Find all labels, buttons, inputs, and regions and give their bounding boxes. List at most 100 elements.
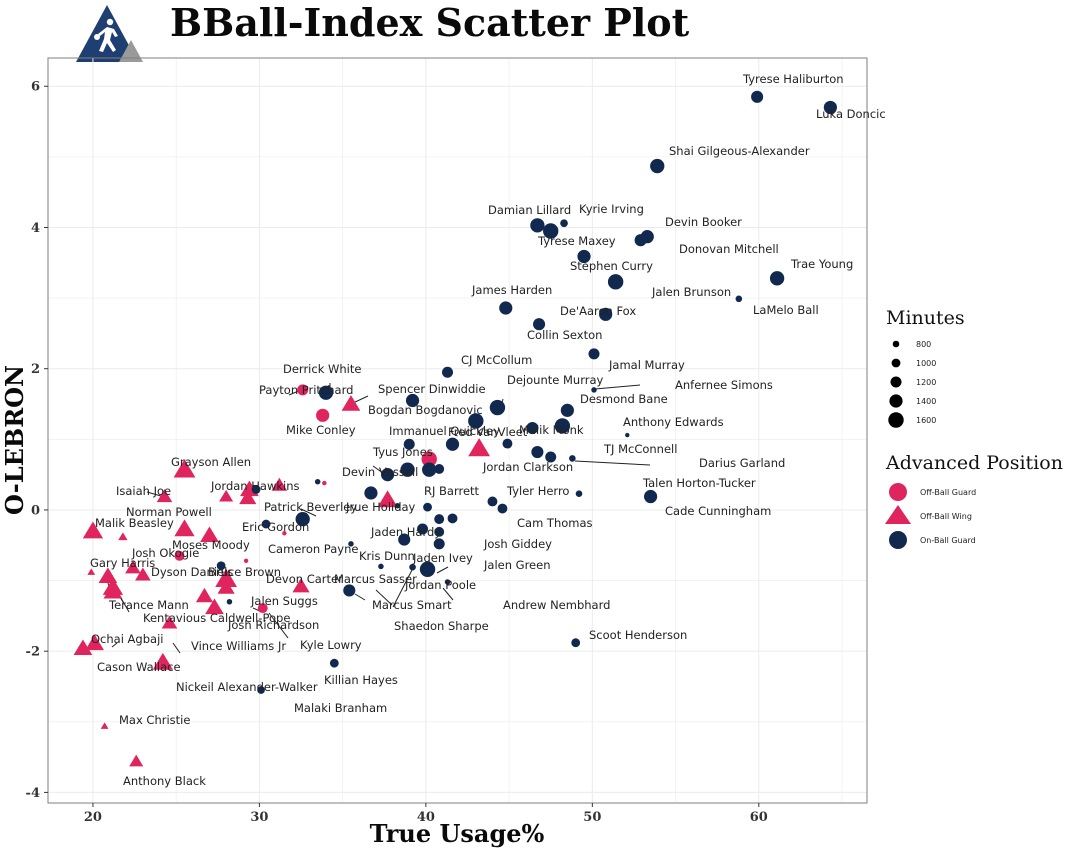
data-point [295, 511, 310, 527]
data-point [364, 486, 378, 500]
legend-size-label: 1200 [916, 378, 936, 387]
point-label: Malaki Branham [294, 701, 387, 715]
data-point [257, 603, 268, 614]
data-point [735, 295, 743, 303]
point-label: Cason Wallace [97, 660, 181, 674]
data-point [751, 90, 764, 103]
leader-line [442, 587, 454, 601]
point-label: Bruce Brown [208, 565, 281, 579]
legend-size-label: 800 [916, 340, 931, 349]
legend-size-label: 1000 [916, 359, 936, 368]
data-point [282, 531, 287, 536]
point-label: Eric Gordon [242, 520, 309, 534]
point-label: Dyson Daniels [151, 565, 233, 579]
leader-line [354, 593, 366, 601]
x-tick-label: 50 [583, 810, 601, 825]
leader-line [574, 460, 651, 466]
y-tick-label: -4 [26, 786, 40, 801]
point-label: Jordan Poole [404, 578, 476, 592]
data-point [447, 513, 458, 524]
y-tick-label: -2 [26, 645, 40, 660]
data-point [292, 578, 310, 593]
data-point [502, 438, 513, 449]
data-point [468, 438, 491, 457]
data-point [152, 652, 173, 670]
data-point [343, 584, 356, 597]
leader-line [352, 395, 369, 404]
point-label: TJ McConnell [603, 442, 677, 456]
data-point [643, 489, 658, 504]
leader-line [268, 612, 289, 639]
leader-line [300, 508, 317, 517]
point-label: Shai Gilgeous-Alexander [669, 144, 810, 158]
point-label: Talen Horton-Tucker [642, 476, 756, 490]
data-point [591, 387, 597, 393]
legend-position-title: Advanced Position [885, 452, 1063, 474]
point-label: Killian Hayes [324, 673, 398, 687]
data-point [200, 526, 219, 543]
data-point [497, 503, 508, 514]
point-label: Collin Sexton [527, 328, 602, 342]
point-label: Devin Vassell [342, 465, 418, 479]
point-label: Cameron Payne [268, 542, 358, 556]
data-point [571, 638, 581, 648]
data-point [243, 558, 249, 563]
point-label: Jalen Brunson [651, 285, 731, 299]
data-point [329, 658, 339, 668]
y-axis-title: O-LEBRON [0, 365, 29, 515]
point-label: Josh Okogie [131, 546, 199, 560]
legend-size-items: 800 1000 1200 1400 1600 [888, 340, 936, 428]
y-tick-label: 6 [31, 80, 40, 95]
point-label: Anthony Edwards [623, 415, 724, 429]
point-label: Kyle Lowry [300, 638, 362, 652]
legend-position-items: Off-Ball Guard Off-Ball Wing On-Ball Guard [885, 483, 976, 549]
point-label: Jalen Suggs [250, 594, 318, 608]
point-label: Tyus Jones [372, 445, 433, 459]
point-label: Gary Harris [90, 556, 155, 570]
point-label: Shaedon Sharpe [394, 619, 489, 633]
point-label: Payton Pritchard [259, 383, 353, 397]
data-point [421, 451, 437, 467]
point-label: Vince Williams Jr [191, 639, 286, 653]
axis-ticks: 20 30 40 50 60 -4 -2 0 2 4 6 [26, 80, 768, 825]
data-point [216, 561, 226, 571]
data-point [219, 489, 234, 502]
data-point [531, 445, 544, 459]
leader-line [375, 589, 393, 606]
data-point [569, 455, 576, 462]
data-point [394, 502, 401, 509]
point-label: Scoot Henderson [589, 628, 687, 642]
point-label: Cade Cunningham [665, 504, 771, 518]
data-point [261, 519, 271, 529]
data-point [599, 307, 613, 321]
point-label: Grayson Allen [171, 455, 251, 469]
point-label: Ochai Agbaji [91, 632, 163, 646]
data-point [129, 754, 144, 767]
data-point [341, 395, 361, 411]
data-point [823, 100, 837, 115]
data-point [100, 722, 109, 729]
data-point [85, 634, 104, 651]
point-label: Cam Thomas [517, 516, 593, 530]
point-label: Andrew Nembhard [503, 598, 610, 612]
data-point [173, 459, 196, 478]
data-point [526, 421, 539, 435]
point-label: Bogdan Bogdanovic [368, 403, 483, 417]
data-point [489, 399, 506, 416]
point-label: Tyrese Haliburton [742, 72, 844, 86]
point-label: Jordan Clarkson [482, 460, 573, 474]
data-point [400, 462, 415, 477]
data-point [560, 219, 568, 228]
point-label: Isaiah Joe [116, 484, 171, 498]
data-point [423, 502, 432, 512]
point-label: Anthony Black [123, 774, 206, 788]
data-point [318, 385, 334, 400]
y-tick-label: 2 [31, 362, 40, 377]
data-point [125, 560, 141, 574]
legend-size-label: 1600 [916, 416, 936, 425]
data-point [625, 432, 630, 438]
data-point [87, 568, 96, 575]
data-point [468, 413, 484, 429]
point-label: Trae Young [790, 257, 853, 271]
data-point [554, 418, 571, 434]
